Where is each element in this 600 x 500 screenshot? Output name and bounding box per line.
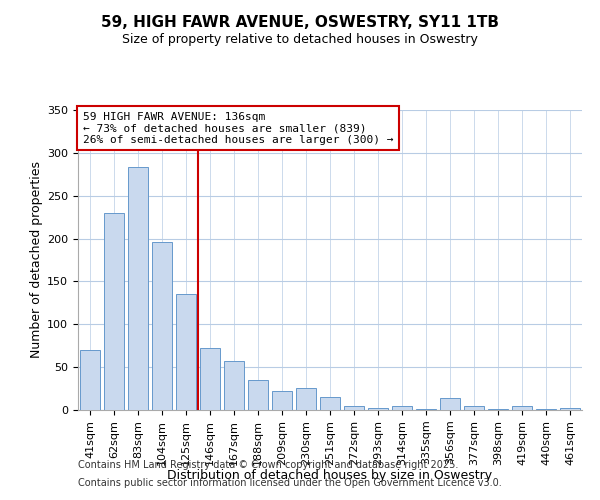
Bar	[272, 391, 292, 410]
Text: Contains HM Land Registry data © Crown copyright and database right 2025.: Contains HM Land Registry data © Crown c…	[78, 460, 458, 470]
Bar	[176, 294, 196, 410]
Y-axis label: Number of detached properties: Number of detached properties	[30, 162, 43, 358]
Bar	[368, 408, 388, 410]
Bar	[320, 397, 340, 410]
Bar	[536, 409, 556, 410]
Bar	[392, 406, 412, 410]
Bar	[416, 409, 436, 410]
Bar	[440, 398, 460, 410]
Bar	[248, 380, 268, 410]
X-axis label: Distribution of detached houses by size in Oswestry: Distribution of detached houses by size …	[167, 469, 493, 482]
Bar	[464, 406, 484, 410]
Bar	[512, 406, 532, 410]
Text: 59 HIGH FAWR AVENUE: 136sqm
← 73% of detached houses are smaller (839)
26% of se: 59 HIGH FAWR AVENUE: 136sqm ← 73% of det…	[83, 112, 394, 144]
Bar	[128, 168, 148, 410]
Bar	[296, 388, 316, 410]
Bar	[104, 213, 124, 410]
Bar	[224, 361, 244, 410]
Bar	[80, 350, 100, 410]
Text: Size of property relative to detached houses in Oswestry: Size of property relative to detached ho…	[122, 32, 478, 46]
Bar	[152, 242, 172, 410]
Bar	[200, 348, 220, 410]
Bar	[488, 409, 508, 410]
Text: Contains public sector information licensed under the Open Government Licence v3: Contains public sector information licen…	[78, 478, 502, 488]
Text: 59, HIGH FAWR AVENUE, OSWESTRY, SY11 1TB: 59, HIGH FAWR AVENUE, OSWESTRY, SY11 1TB	[101, 15, 499, 30]
Bar	[560, 408, 580, 410]
Bar	[344, 406, 364, 410]
